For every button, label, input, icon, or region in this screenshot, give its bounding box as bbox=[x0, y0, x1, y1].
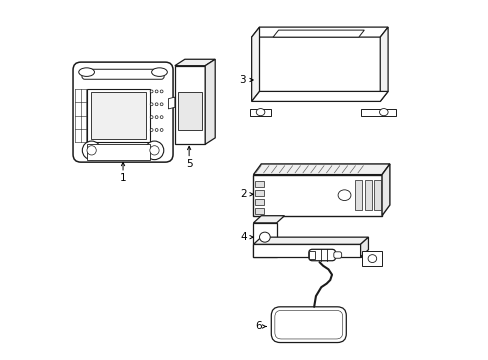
Bar bbox=[255, 181, 264, 187]
Ellipse shape bbox=[150, 116, 153, 118]
Polygon shape bbox=[253, 216, 284, 223]
Ellipse shape bbox=[259, 232, 270, 242]
Ellipse shape bbox=[379, 109, 387, 116]
Text: 5: 5 bbox=[185, 159, 192, 169]
Ellipse shape bbox=[367, 255, 376, 262]
Ellipse shape bbox=[149, 146, 159, 155]
Ellipse shape bbox=[145, 141, 163, 159]
Polygon shape bbox=[253, 164, 389, 175]
Polygon shape bbox=[175, 59, 215, 66]
Bar bbox=[255, 207, 264, 214]
Polygon shape bbox=[175, 66, 205, 144]
Ellipse shape bbox=[79, 68, 94, 76]
Bar bbox=[308, 251, 315, 259]
Bar bbox=[178, 92, 201, 130]
Ellipse shape bbox=[87, 146, 96, 155]
Bar bbox=[364, 180, 371, 210]
Polygon shape bbox=[251, 27, 259, 102]
Ellipse shape bbox=[337, 190, 350, 201]
Ellipse shape bbox=[160, 129, 163, 131]
Bar bbox=[255, 190, 264, 196]
Polygon shape bbox=[168, 97, 175, 109]
Bar bbox=[255, 199, 264, 205]
Text: 2: 2 bbox=[240, 189, 246, 199]
Bar bbox=[253, 175, 381, 216]
Ellipse shape bbox=[155, 116, 158, 118]
Polygon shape bbox=[249, 109, 271, 116]
Bar bbox=[87, 89, 149, 143]
Ellipse shape bbox=[160, 90, 163, 93]
Ellipse shape bbox=[150, 103, 153, 106]
Polygon shape bbox=[253, 244, 360, 257]
Polygon shape bbox=[362, 251, 381, 266]
Ellipse shape bbox=[160, 103, 163, 106]
FancyBboxPatch shape bbox=[308, 249, 335, 261]
Polygon shape bbox=[205, 59, 215, 144]
Bar bbox=[373, 180, 380, 210]
Ellipse shape bbox=[256, 109, 264, 116]
Bar bbox=[91, 93, 146, 139]
FancyBboxPatch shape bbox=[333, 252, 341, 258]
Polygon shape bbox=[253, 223, 276, 257]
Ellipse shape bbox=[155, 129, 158, 131]
Ellipse shape bbox=[151, 68, 167, 76]
Polygon shape bbox=[253, 237, 367, 244]
Polygon shape bbox=[381, 164, 389, 216]
Ellipse shape bbox=[160, 116, 163, 118]
Polygon shape bbox=[380, 27, 387, 102]
Polygon shape bbox=[360, 109, 395, 116]
Ellipse shape bbox=[82, 141, 101, 159]
FancyBboxPatch shape bbox=[271, 307, 346, 342]
Ellipse shape bbox=[155, 103, 158, 106]
Polygon shape bbox=[272, 30, 364, 37]
Text: 6: 6 bbox=[255, 321, 262, 332]
Ellipse shape bbox=[150, 129, 153, 131]
Text: 3: 3 bbox=[239, 75, 245, 85]
Ellipse shape bbox=[150, 90, 153, 93]
Ellipse shape bbox=[155, 90, 158, 93]
Polygon shape bbox=[251, 27, 387, 37]
Bar bbox=[354, 180, 362, 210]
Polygon shape bbox=[360, 237, 367, 257]
Text: 1: 1 bbox=[120, 173, 126, 183]
FancyBboxPatch shape bbox=[73, 62, 173, 162]
Polygon shape bbox=[251, 91, 387, 102]
FancyBboxPatch shape bbox=[82, 69, 164, 79]
Bar bbox=[87, 144, 149, 160]
Text: 4: 4 bbox=[240, 232, 246, 242]
